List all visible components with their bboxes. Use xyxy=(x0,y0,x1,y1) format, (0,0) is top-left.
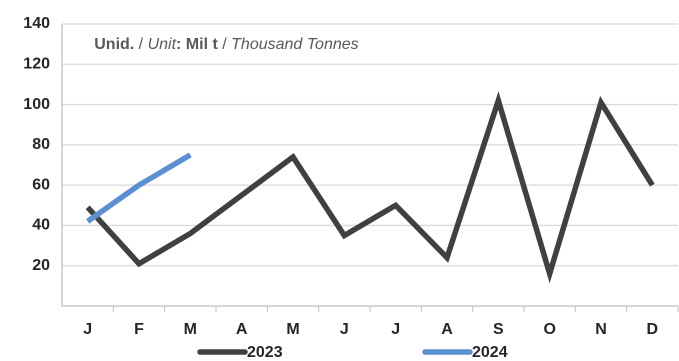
annotation-part: : Mil t xyxy=(176,36,218,53)
x-tick-label: A xyxy=(441,321,453,338)
x-tick-label: D xyxy=(647,321,659,338)
x-tick-label: O xyxy=(543,321,555,338)
x-tick-label: M xyxy=(184,321,197,338)
x-tick-label: J xyxy=(83,321,92,338)
y-tick-label: 20 xyxy=(32,257,50,274)
annotation-part: / xyxy=(218,36,231,53)
y-tick-label: 40 xyxy=(32,217,50,234)
x-tick-label: J xyxy=(391,321,400,338)
x-tick-label: S xyxy=(493,321,504,338)
y-tick-label: 80 xyxy=(32,136,50,153)
y-tick-label: 140 xyxy=(23,15,50,32)
y-tick-label: 120 xyxy=(23,56,50,73)
annotation-part: Unid. xyxy=(94,36,134,53)
y-tick-label: 100 xyxy=(23,96,50,113)
y-tick-label: 60 xyxy=(32,176,50,193)
annotation: Unid. / Unit: Mil t / Thousand Tonnes xyxy=(72,36,372,53)
annotation-part: / xyxy=(134,36,147,53)
legend-label: 2023 xyxy=(247,344,283,361)
series-line xyxy=(86,152,192,224)
annotation-part: Unit xyxy=(148,36,177,53)
x-tick-label: F xyxy=(134,321,144,338)
series-line xyxy=(85,91,655,284)
x-tick-label: J xyxy=(340,321,349,338)
legend-label: 2024 xyxy=(472,344,508,361)
annotation-part: Thousand Tonnes xyxy=(231,36,359,53)
x-tick-label: M xyxy=(286,321,299,338)
x-tick-label: A xyxy=(236,321,248,338)
x-tick-label: N xyxy=(595,321,607,338)
